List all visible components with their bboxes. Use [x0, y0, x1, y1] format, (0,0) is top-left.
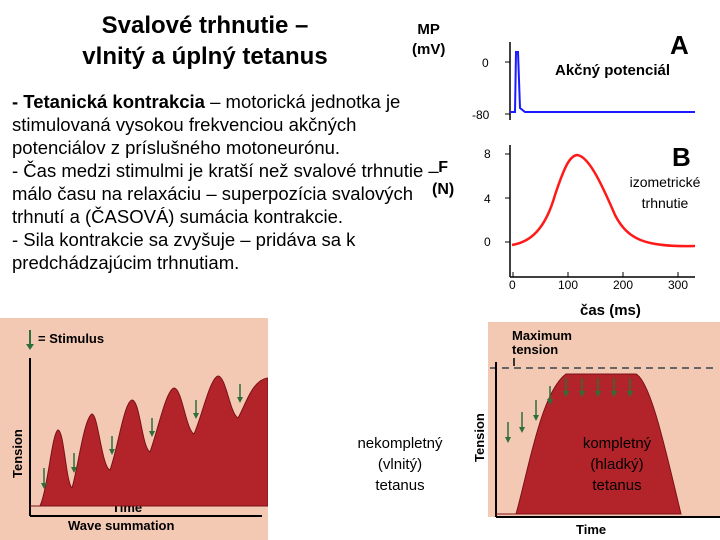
- paragraph-3: - Sila kontrakcie sa zvyšuje – pridáva s…: [12, 229, 356, 273]
- left-stimulus-arrows: [41, 384, 243, 489]
- left-y-axis-label: Tension: [10, 429, 25, 478]
- panel-a-letter: A: [670, 30, 689, 60]
- paragraph-1: - Tetanická kontrakcia – motorická jedno…: [12, 90, 452, 159]
- panel-a-label: Akčný potenciál: [555, 62, 671, 79]
- panel-b-label-line1: izometrické: [629, 174, 701, 190]
- panel-b-xtick-label-0: 0: [509, 278, 516, 292]
- panel-b-tick-label-0: 0: [484, 235, 491, 249]
- legend-stimulus-arrowhead: [26, 344, 34, 350]
- body-text: - Tetanická kontrakcia – motorická jedno…: [12, 90, 452, 274]
- isometric-twitch-trace: [511, 153, 696, 248]
- paragraph-1-rest: – motorická jednotka je stimulovaná vyso…: [12, 91, 401, 158]
- complete-tetanus-line1: kompletný: [582, 435, 652, 452]
- incomplete-tetanus-line2: (vlnitý): [377, 456, 423, 473]
- action-potential-trace: [510, 51, 695, 113]
- panel-b-label-line2: trhnutie: [641, 195, 689, 211]
- panel-b-x-axis-label: čas (ms): [580, 302, 641, 319]
- wave-summation-area: [30, 375, 268, 507]
- paragraph-1-bold: - Tetanická kontrakcia: [12, 91, 205, 112]
- title-line1: Svalové trhnutie –: [101, 12, 309, 39]
- incomplete-tetanus-line3: tetanus: [375, 477, 425, 494]
- force-axis-label: F (N): [432, 157, 454, 201]
- mp-label-line2: (mV): [412, 41, 446, 58]
- right-x-axis-label: Time: [576, 522, 606, 537]
- ap-twitch-graphs: 0 -80 8 4 0 0 100 200 300: [472, 42, 696, 292]
- complete-tetanus-label: kompletný (hladký) tetanus: [555, 433, 679, 496]
- panel-b-letter: B: [672, 142, 691, 172]
- stimulus-legend-label: = Stimulus: [38, 331, 104, 346]
- force-label-line1: F: [438, 159, 448, 176]
- title-line2: vlnitý a úplný tetanus: [82, 43, 328, 70]
- panel-a-tick-label-80: -80: [472, 108, 490, 122]
- complete-tetanus-area: [496, 373, 682, 515]
- panel-a-tick-label-0: 0: [482, 56, 489, 70]
- left-figure-caption: Wave summation: [68, 518, 174, 533]
- page-title: Svalové trhnutie – vlnitý a úplný tetanu…: [40, 10, 370, 72]
- complete-tetanus-line3: tetanus: [592, 477, 642, 494]
- wave-summation-figure: = Stimulus Tension Time Wave summation: [0, 318, 268, 540]
- incomplete-tetanus-line1: nekompletný: [357, 435, 443, 452]
- complete-tetanus-line2: (hladký): [590, 456, 644, 473]
- force-label-line2: (N): [432, 181, 455, 198]
- panel-b-xtick-label-300: 300: [668, 278, 688, 292]
- panel-b-xtick-label-100: 100: [558, 278, 578, 292]
- mp-label-line1: MP: [417, 21, 440, 38]
- right-y-axis-label: Tension: [472, 413, 487, 462]
- incomplete-tetanus-label: nekompletný (vlnitý) tetanus: [335, 433, 465, 496]
- membrane-potential-axis-label: MP (mV): [412, 20, 445, 60]
- right-stimulus-arrows: [505, 378, 633, 443]
- panel-b-xtick-label-200: 200: [613, 278, 633, 292]
- max-tension-label-line2: tension: [512, 342, 558, 357]
- paragraph-2: - Čas medzi stimulmi je kratší než svalo…: [12, 160, 439, 227]
- panel-b-tick-label-8: 8: [484, 147, 491, 161]
- panel-b-label: izometrické trhnutie: [610, 172, 720, 214]
- panel-b-tick-label-4: 4: [484, 192, 491, 206]
- complete-tetanus-figure: Maximum tension Tension Time: [472, 322, 720, 537]
- max-tension-label-line1: Maximum: [512, 328, 572, 343]
